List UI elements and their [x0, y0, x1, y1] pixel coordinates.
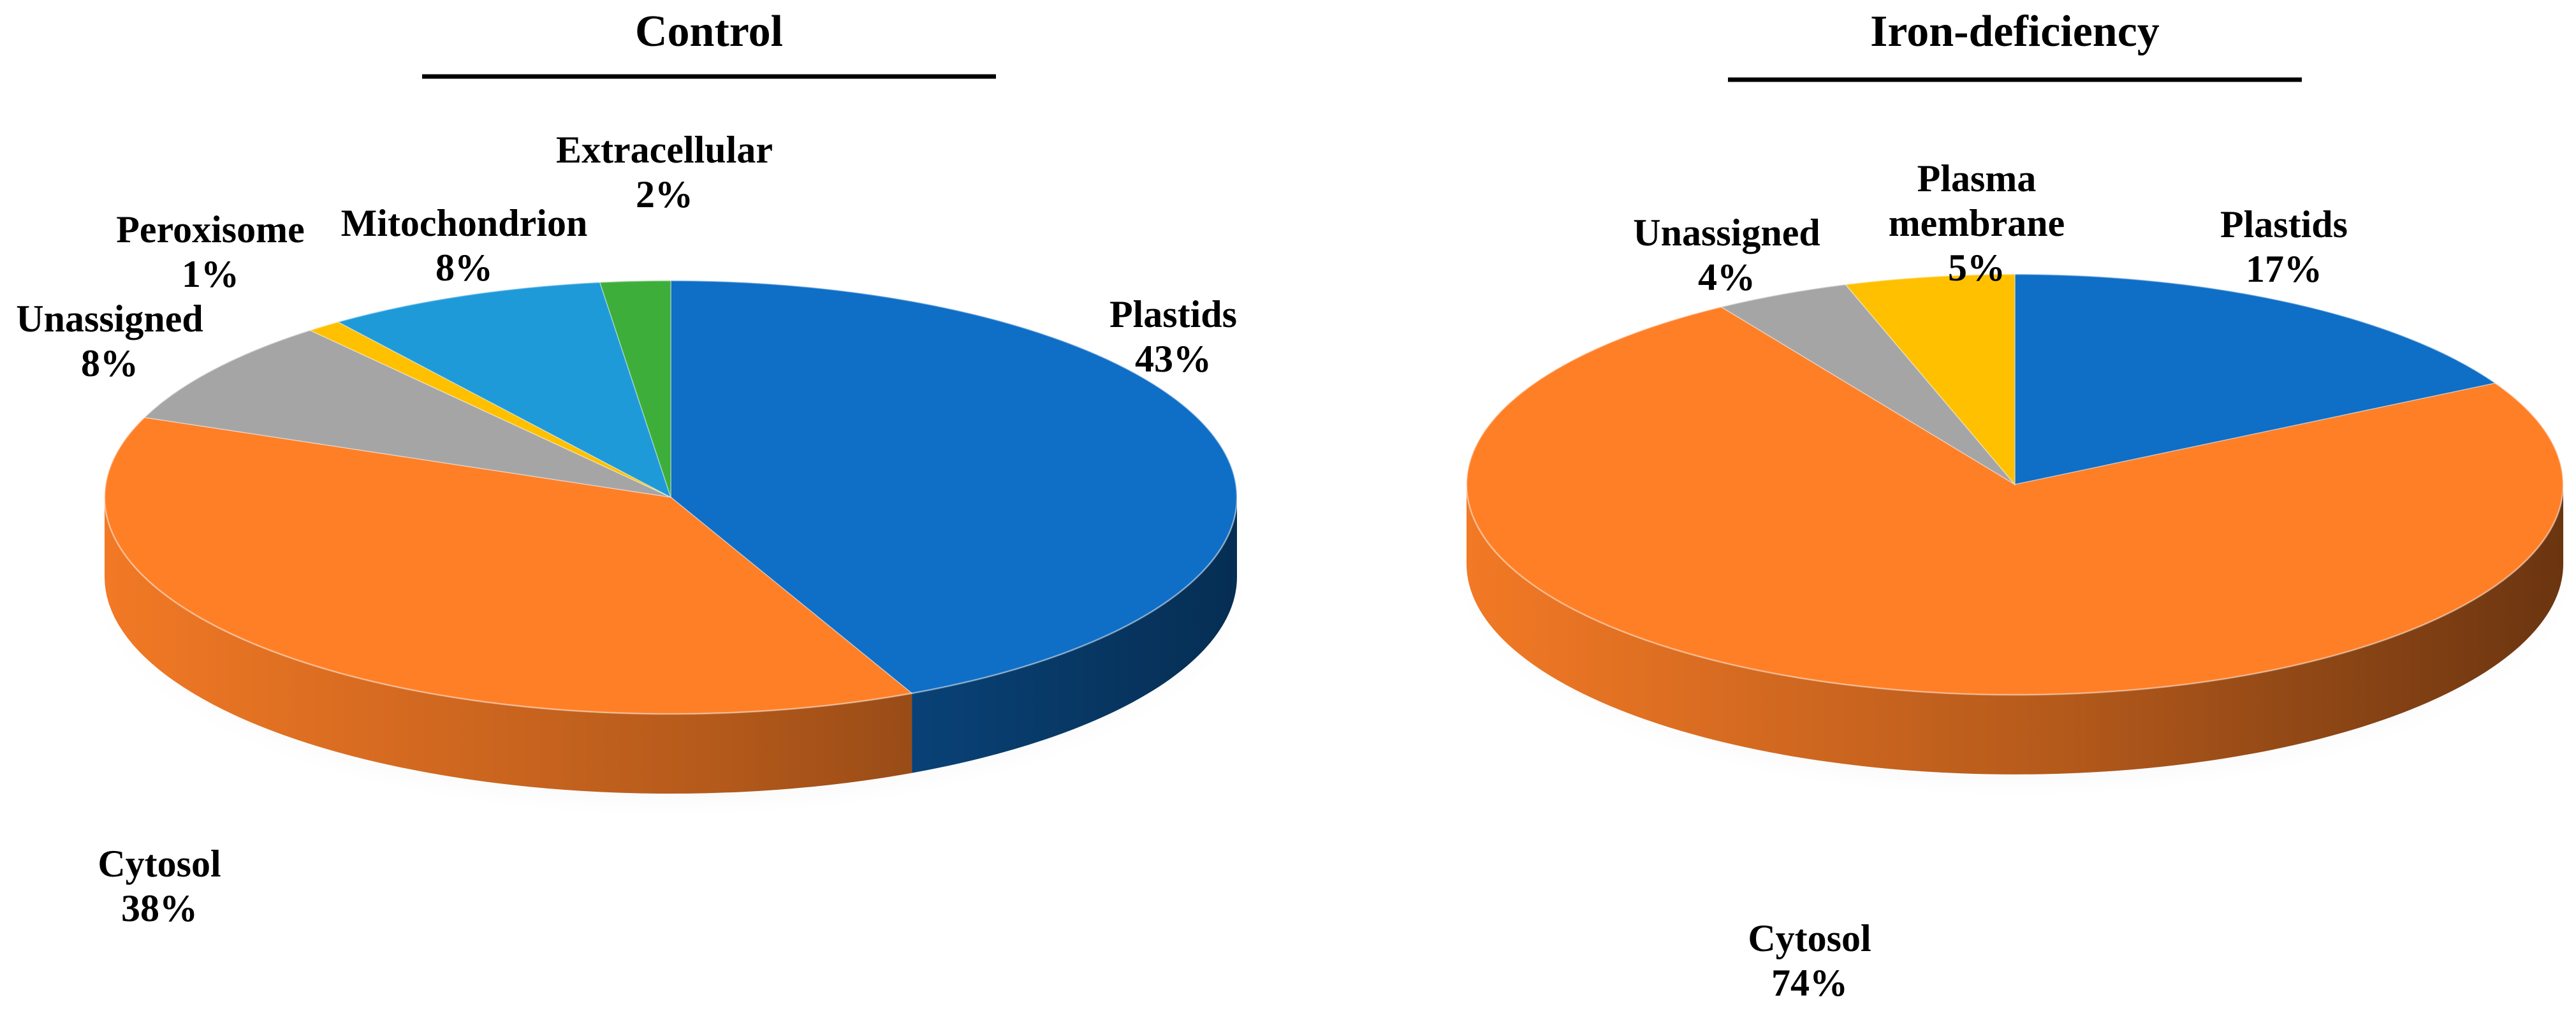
slice-label-mitochondrion: Mitochondrion 8%: [341, 202, 588, 289]
svg-text:Unassigned: Unassigned: [16, 298, 203, 340]
slice-label-peroxisome: Peroxisome 1%: [116, 208, 304, 295]
pie-rim: [103, 279, 1238, 715]
svg-text:5%: 5%: [1948, 247, 2005, 289]
svg-text:Cytosol: Cytosol: [98, 843, 221, 885]
svg-text:4%: 4%: [1698, 256, 1755, 298]
slice-label-extracellular: Extracellular 2%: [556, 129, 773, 215]
slice-label-plasma-membrane: Plasma membrane 5%: [1889, 157, 2065, 289]
svg-text:43%: 43%: [1135, 338, 1211, 380]
slice-plastids: [670, 280, 1238, 694]
slice-unassigned: [143, 330, 671, 498]
slice-side-cytosol: [1467, 484, 2563, 774]
chart-title: Iron-deficiency: [1870, 7, 2160, 56]
svg-text:74%: 74%: [1771, 962, 1848, 1004]
svg-text:8%: 8%: [435, 247, 493, 289]
pie-chart-iron-deficiency: Iron-deficiency Plastids 17% Cytosol 74%…: [1455, 7, 2575, 1004]
svg-text:Cytosol: Cytosol: [1748, 917, 1871, 959]
slice-cytosol: [1466, 306, 2564, 695]
slice-label-cytosol: Cytosol 74%: [1748, 917, 1871, 1004]
svg-text:Plastids: Plastids: [2220, 203, 2348, 245]
svg-text:2%: 2%: [636, 173, 693, 215]
slice-label-cytosol: Cytosol 38%: [98, 843, 221, 929]
svg-text:Extracellular: Extracellular: [556, 129, 773, 171]
svg-text:Plasma: Plasma: [1917, 157, 2037, 200]
slice-side-plastids: [912, 497, 1237, 773]
slice-extracellular: [599, 280, 671, 498]
slice-label-unassigned: Unassigned 8%: [16, 298, 203, 384]
svg-text:1%: 1%: [182, 253, 239, 295]
slice-mitochondrion: [337, 281, 672, 498]
pie-chart-control: Control Plastids 43% Cytosol 38% Unassig…: [16, 7, 1248, 929]
slice-unassigned: [1720, 284, 2016, 485]
pie-body: [93, 279, 1248, 816]
svg-text:Mitochondrion: Mitochondrion: [341, 202, 588, 244]
svg-text:Plastids: Plastids: [1109, 293, 1237, 335]
slice-peroxisome: [308, 321, 671, 498]
svg-text:8%: 8%: [81, 342, 138, 384]
slice-side-cytosol: [105, 497, 912, 794]
svg-text:Unassigned: Unassigned: [1633, 212, 1820, 254]
slice-plastids: [2014, 273, 2497, 485]
slice-label-unassigned: Unassigned 4%: [1633, 212, 1820, 298]
slice-cytosol: [104, 417, 913, 715]
pie-rim: [1465, 273, 2565, 696]
slice-label-plastids: Plastids 43%: [1109, 293, 1237, 380]
slice-plasma-membrane: [1844, 273, 2016, 486]
slice-label-second-line: membrane: [1889, 202, 2065, 244]
svg-text:Peroxisome: Peroxisome: [116, 208, 304, 251]
svg-text:38%: 38%: [121, 887, 198, 929]
slice-label-plastids: Plastids 17%: [2220, 203, 2348, 290]
chart-title: Control: [635, 7, 783, 56]
svg-text:17%: 17%: [2246, 248, 2322, 290]
pie-body: [1455, 273, 2575, 797]
